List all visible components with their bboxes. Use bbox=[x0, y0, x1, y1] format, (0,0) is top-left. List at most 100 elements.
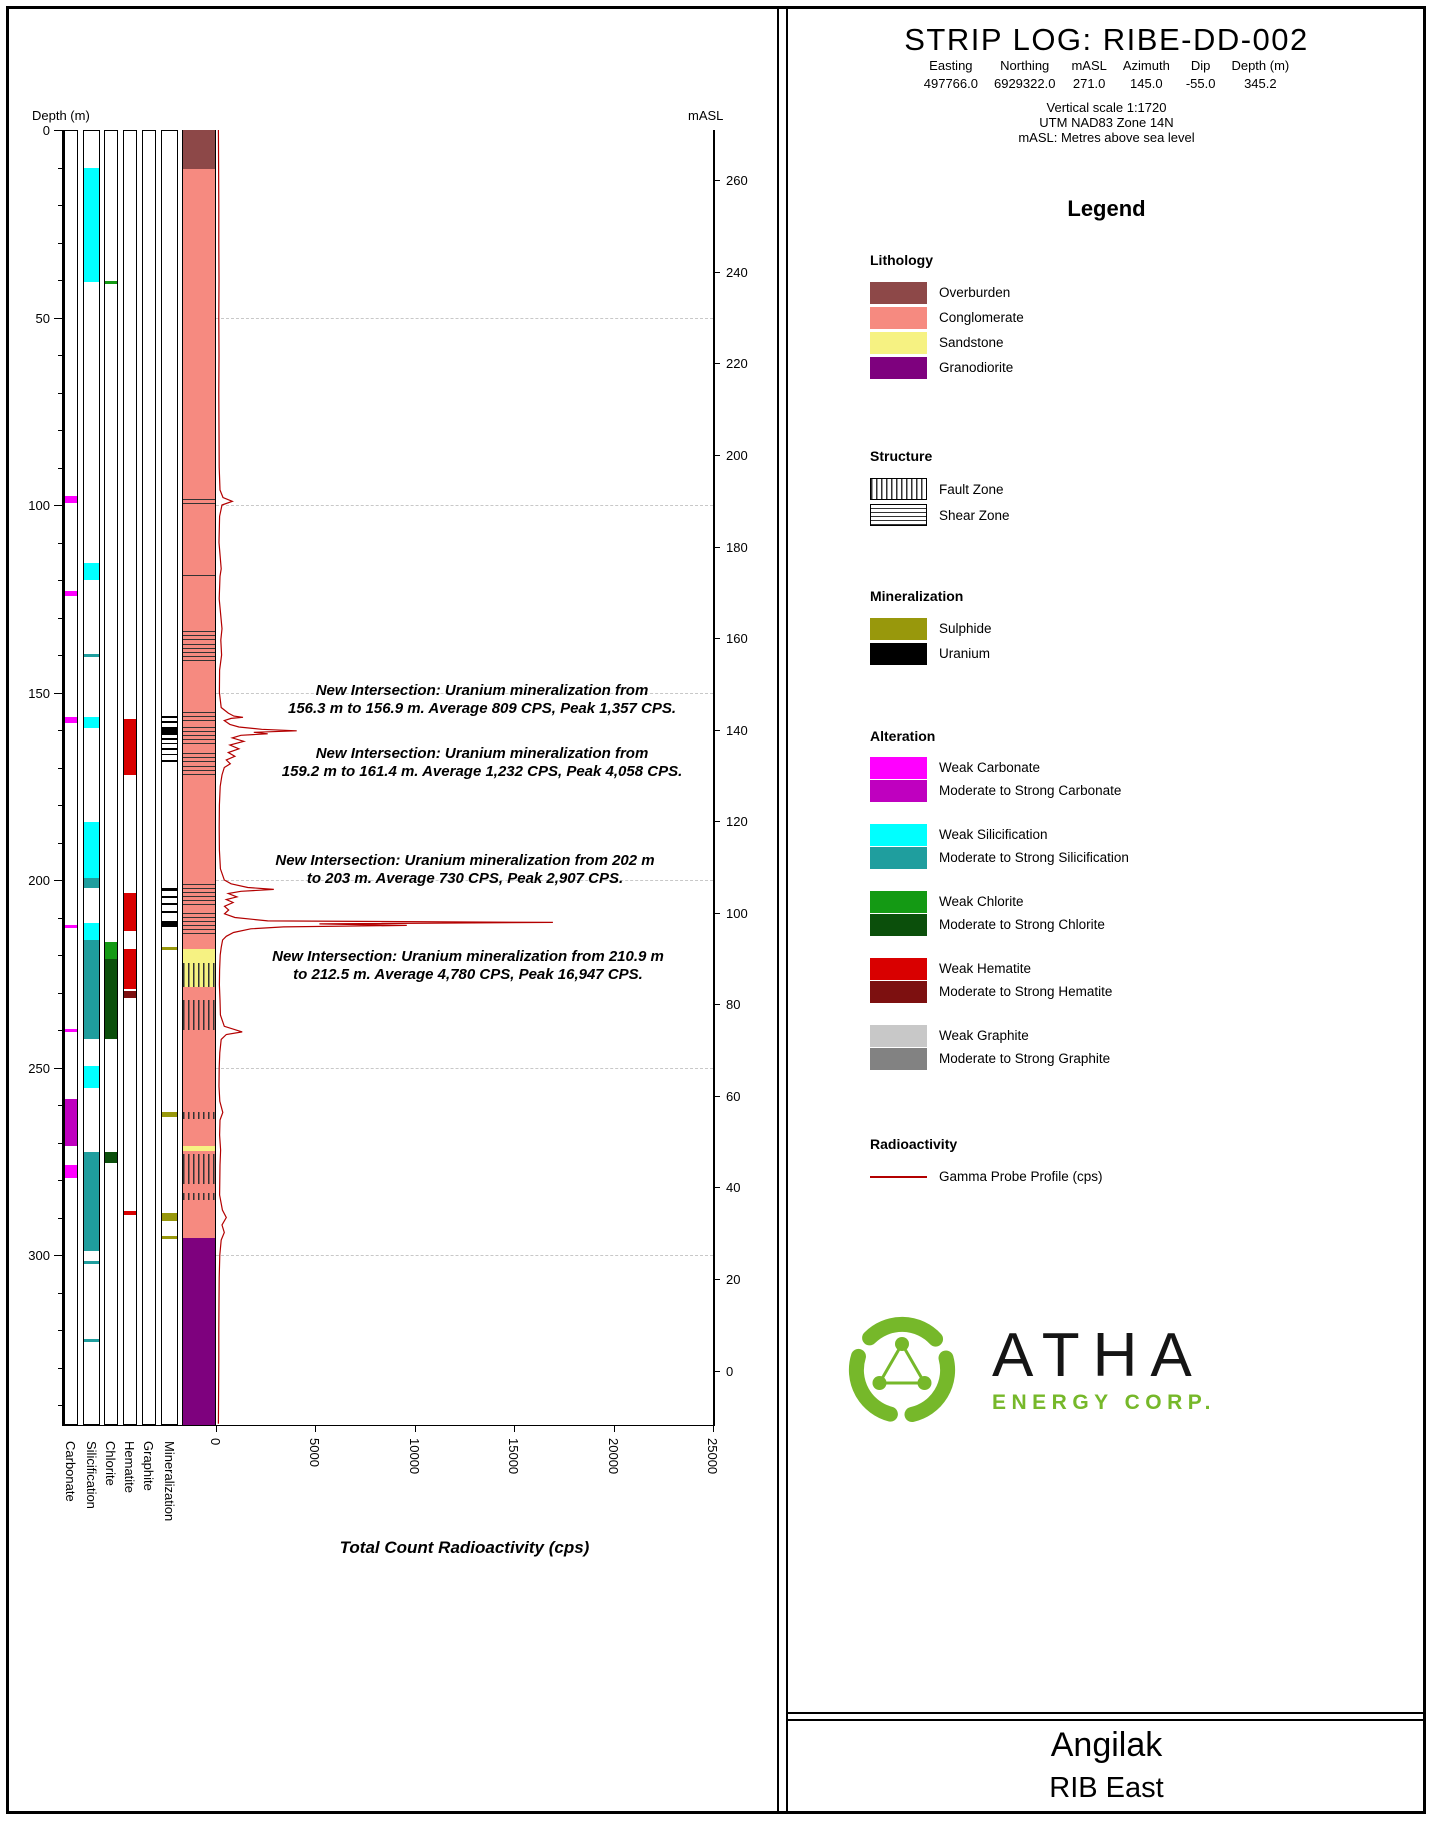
interval-uranium bbox=[162, 896, 177, 898]
legend-title: Legend bbox=[1067, 196, 1146, 221]
panel-separator-line bbox=[786, 6, 788, 1814]
structure-shear bbox=[183, 912, 215, 935]
legend-label: Moderate to Strong Hematite bbox=[939, 984, 1113, 999]
page-title: STRIP LOG: RIBE-DD-002 bbox=[904, 22, 1309, 57]
structure-shear bbox=[183, 724, 215, 744]
depth-tick bbox=[58, 955, 63, 956]
interval-weak-hematite bbox=[124, 893, 136, 931]
masl-axis-title: mASL bbox=[688, 108, 724, 123]
overburden-swatch bbox=[870, 281, 927, 304]
depth-tick bbox=[58, 580, 63, 581]
track-label: Graphite bbox=[141, 1440, 156, 1491]
note-line: UTM NAD83 Zone 14N bbox=[1039, 115, 1174, 130]
lith-conglomerate bbox=[183, 169, 215, 950]
gamma-profile bbox=[217, 129, 553, 1424]
meta-northing: Northing 6929322.0 bbox=[994, 58, 1055, 91]
structure-fault bbox=[183, 1111, 215, 1119]
cps-tick-label: 20000 bbox=[605, 1437, 621, 1474]
legend-label: Conglomerate bbox=[939, 310, 1024, 325]
masl-tick-label: 60 bbox=[726, 1088, 741, 1104]
depth-gridline bbox=[216, 880, 713, 881]
legend-label: Weak Hematite bbox=[939, 961, 1032, 976]
cps-axis-title: Total Count Radioactivity (cps) bbox=[339, 1538, 590, 1557]
atha-logo-icon bbox=[848, 1316, 956, 1422]
depth-tick-label: 50 bbox=[35, 310, 50, 326]
footer-separator-line bbox=[786, 1719, 1423, 1721]
depth-tick bbox=[58, 167, 63, 169]
interval-weak-silicification bbox=[84, 1065, 99, 1089]
legend-section-structure: Structure Fault Zone Shear Zone bbox=[870, 448, 1390, 528]
masl-tick-label: 120 bbox=[726, 814, 748, 830]
legend-item: Weak Chlorite bbox=[870, 890, 1390, 913]
footer-separator-line bbox=[786, 1712, 1423, 1714]
interval-weak-silicification bbox=[84, 716, 99, 729]
cps-tick-label: 15000 bbox=[506, 1437, 522, 1474]
info-panel: STRIP LOG: RIBE-DD-002 Easting 497766.0 N… bbox=[788, 0, 1425, 1821]
legend-item: Gamma Probe Profile (cps) bbox=[870, 1164, 1390, 1189]
depth-tick bbox=[54, 130, 63, 131]
track-label: Mineralization bbox=[161, 1440, 177, 1521]
structure-fault bbox=[183, 1153, 215, 1184]
legend-item: Moderate to Strong Hematite bbox=[870, 980, 1390, 1003]
legend-label: Sandstone bbox=[939, 335, 1004, 350]
weak-chlorite-swatch bbox=[870, 890, 927, 913]
structure-shear bbox=[183, 883, 215, 905]
meta-masl: mASL 271.0 bbox=[1071, 58, 1106, 91]
masl-tick bbox=[714, 1370, 720, 1372]
interval-strong-silicification bbox=[84, 878, 99, 888]
cps-tick-label: 5000 bbox=[307, 1437, 323, 1467]
interval-weak-hematite bbox=[124, 718, 136, 775]
masl-tick-label: 220 bbox=[726, 356, 748, 372]
legend-section-mineralization: Mineralization Sulphide Uranium bbox=[870, 588, 1390, 666]
meta-value: -55.0 bbox=[1185, 76, 1216, 91]
depth-tick bbox=[58, 1367, 63, 1369]
uranium-swatch bbox=[870, 642, 927, 665]
legend-section-title: Mineralization bbox=[870, 588, 964, 604]
legend-label: Moderate to Strong Silicification bbox=[939, 850, 1129, 865]
masl-tick bbox=[714, 455, 720, 456]
depth-tick bbox=[54, 317, 63, 319]
legend-label: Moderate to Strong Carbonate bbox=[939, 783, 1122, 798]
legend-label: Weak Graphite bbox=[939, 1028, 1029, 1043]
structure-shear bbox=[183, 712, 215, 721]
legend-group-graphite: Weak Graphite Moderate to Strong Graphit… bbox=[870, 1024, 1390, 1070]
masl-tick-label: 100 bbox=[726, 905, 748, 921]
legend-label: Sulphide bbox=[939, 621, 992, 636]
weak-carbonate-swatch bbox=[870, 756, 927, 779]
interval-strong-silicification bbox=[84, 1260, 99, 1265]
interval-weak-silicification bbox=[84, 167, 99, 282]
track-label: Silicification bbox=[83, 1440, 99, 1509]
interval-weak-chlorite bbox=[105, 941, 117, 959]
legend-label: Moderate to Strong Graphite bbox=[939, 1051, 1111, 1066]
structure-shear bbox=[183, 571, 215, 577]
cps-tick bbox=[613, 1425, 615, 1432]
interval-uranium bbox=[162, 910, 177, 913]
interval-weak-carbonate bbox=[65, 1165, 77, 1179]
meta-value: 271.0 bbox=[1072, 76, 1106, 91]
meta-header: mASL bbox=[1071, 58, 1107, 73]
depth-tick-label: 300 bbox=[28, 1248, 50, 1263]
interval-weak-silicification bbox=[84, 563, 99, 580]
interval-weak-carbonate bbox=[65, 590, 77, 596]
cps-tick bbox=[713, 1425, 714, 1432]
interval-strong-chlorite bbox=[105, 958, 117, 1040]
track-hematite bbox=[123, 130, 137, 1425]
legend-group-hematite: Weak Hematite Moderate to Strong Hematit… bbox=[870, 957, 1390, 1003]
masl-tick bbox=[714, 363, 720, 365]
masl-tick-label: 140 bbox=[726, 722, 748, 738]
depth-tick bbox=[58, 767, 63, 769]
legend-section-title: Alteration bbox=[870, 728, 936, 744]
atha-logo: ATHA ENERGY CORP. bbox=[838, 1295, 1398, 1445]
depth-gridline bbox=[216, 1255, 713, 1256]
depth-tick bbox=[58, 1405, 63, 1406]
legend-label: Uranium bbox=[939, 646, 991, 661]
masl-tick-label: 0 bbox=[726, 1363, 734, 1379]
granodiorite-swatch bbox=[870, 356, 927, 379]
masl-tick bbox=[714, 546, 720, 548]
depth-tick-label: 250 bbox=[28, 1060, 50, 1076]
meta-azimuth: Azimuth 145.0 bbox=[1123, 58, 1170, 91]
depth-gridline bbox=[216, 317, 713, 319]
cps-tick bbox=[315, 1425, 317, 1432]
depth-tick bbox=[58, 1292, 63, 1294]
strip-log-plot: Depth (m) mASL Total Count Radioactivity… bbox=[28, 108, 748, 1557]
